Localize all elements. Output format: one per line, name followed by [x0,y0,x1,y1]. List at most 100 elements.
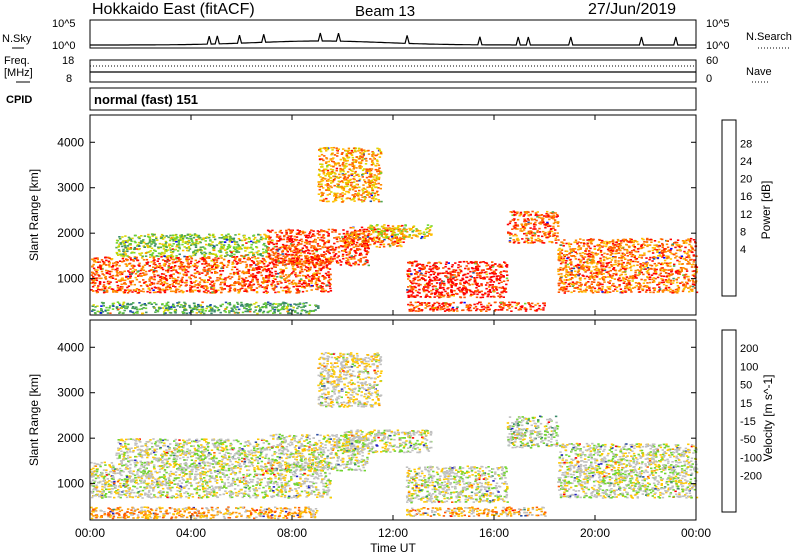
data-cell [656,250,659,252]
data-cell [306,266,309,269]
data-cell [588,252,591,255]
data-cell [514,228,517,230]
data-cell [581,291,584,293]
data-cell [406,273,409,275]
data-cell [348,264,351,266]
data-cell [291,267,295,270]
data-cell [354,262,358,265]
data-cell [153,234,156,236]
data-cell [288,282,291,285]
data-cell [115,271,119,273]
data-cell [162,264,166,266]
data-cell [347,258,350,261]
data-cell [576,286,579,289]
data-cell [315,262,318,264]
data-cell [299,233,302,236]
data-cell [239,262,242,264]
data-cell [495,277,498,279]
data-cell [279,229,282,232]
data-cell [242,272,246,275]
data-cell [138,281,141,283]
data-cell [584,250,587,252]
data-cell [674,291,677,293]
data-cell [306,274,310,276]
data-cell [498,266,501,268]
data-cell [510,233,513,235]
data-cell [595,291,599,293]
data-cell [115,246,118,249]
data-cell [116,252,119,255]
data-cell [235,246,238,248]
data-cell [203,270,207,273]
data-cell [153,276,156,278]
data-cell [257,265,260,268]
data-cell [583,268,586,271]
data-cell [666,274,669,277]
data-cell [435,277,439,279]
data-cell [285,244,288,247]
data-cell [137,270,140,272]
data-cell [173,261,177,264]
data-cell [686,263,689,265]
data-cell [143,235,147,237]
data-cell [120,243,123,245]
data-cell [388,228,391,230]
data-cell [256,267,259,269]
data-cell [272,252,276,255]
data-cell [473,293,476,295]
data-cell [279,280,282,283]
data-cell [362,232,365,234]
data-cell [615,249,619,252]
data-cell [138,265,141,267]
data-cell [92,276,95,278]
data-cell [659,268,662,270]
data-cell [415,265,418,267]
data-cell [684,273,688,276]
data-cell [560,255,563,258]
data-cell [233,241,237,244]
data-cell [264,234,267,237]
data-cell [133,283,136,286]
data-cell [189,284,192,287]
data-cell [393,240,397,243]
data-cell [358,244,362,246]
data-cell [305,247,309,249]
data-cell [186,262,190,264]
data-cell [236,271,239,274]
data-cell [424,272,427,275]
data-cell [611,277,614,279]
data-cell [600,268,603,270]
data-cell [551,215,555,218]
data-cell [549,230,552,232]
data-cell [161,243,164,245]
data-cell [221,288,224,290]
data-cell [115,291,119,293]
data-cell [94,261,98,263]
data-cell [652,277,655,279]
data-cell [296,262,299,265]
data-cell [459,290,462,293]
data-cell [271,280,275,282]
data-cell [119,286,123,288]
data-cell [554,237,557,240]
data-cell [268,274,271,276]
data-cell [97,285,100,287]
data-cell [207,290,210,292]
data-cell [128,262,132,265]
data-cell [206,271,209,274]
data-cell [676,290,680,292]
data-cell [157,246,160,249]
data-cell [536,229,539,232]
data-cell [452,282,455,284]
data-cell [168,284,172,286]
data-cell [194,242,197,244]
data-cell [150,277,153,280]
data-cell [496,292,499,294]
data-cell [335,238,339,240]
data-cell [303,244,306,247]
data-cell [500,295,503,298]
data-cell [410,287,413,289]
data-cell [411,262,414,265]
data-cell [387,224,390,227]
data-cell [488,278,491,280]
